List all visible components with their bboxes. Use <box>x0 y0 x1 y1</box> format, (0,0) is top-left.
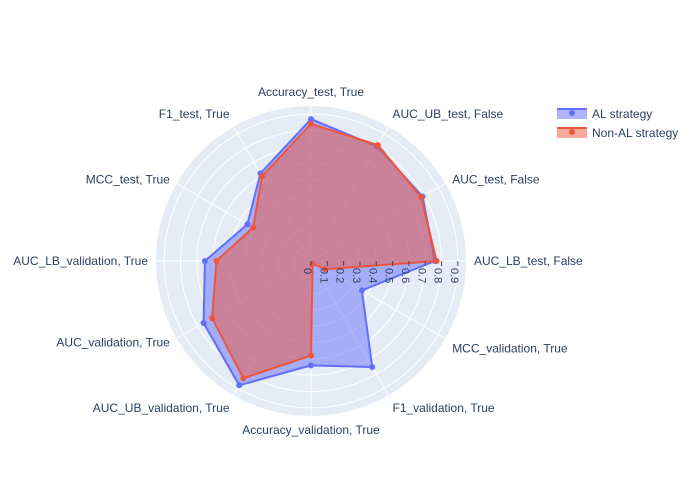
legend-marker <box>569 110 575 116</box>
radial-tick-label: 0.4 <box>366 268 378 283</box>
data-point <box>209 315 216 322</box>
category-label: F1_test, True <box>159 107 230 121</box>
legend: AL strategy Non-AL strategy <box>557 107 678 140</box>
data-point <box>201 258 208 264</box>
data-point <box>250 224 257 231</box>
category-label: AUC_UB_validation, True <box>93 401 230 415</box>
category-label: F1_validation, True <box>393 401 495 415</box>
data-point <box>308 362 314 369</box>
data-point <box>200 320 207 326</box>
radial-tick-label: 0 <box>301 268 313 274</box>
radial-tick-label: 0.7 <box>415 268 427 283</box>
radial-axis: 0 0.1 0.2 0.3 0.4 0.5 0.6 0.7 0.8 0.9 <box>301 261 460 283</box>
data-point <box>369 364 376 370</box>
category-label: AUC_validation, True <box>56 336 170 350</box>
category-label: AUC_LB_test, False <box>474 254 583 268</box>
radial-tick-label: 0.1 <box>317 268 329 283</box>
data-point <box>259 173 266 180</box>
data-point <box>236 382 243 389</box>
data-point <box>433 258 440 264</box>
legend-item[interactable]: AL strategy <box>557 107 652 121</box>
data-point <box>213 258 220 264</box>
legend-marker <box>569 129 575 135</box>
legend-item[interactable]: Non-AL strategy <box>557 126 678 140</box>
category-label: Accuracy_test, True <box>258 85 364 99</box>
data-point <box>308 120 314 127</box>
legend-label: Non-AL strategy <box>592 126 678 140</box>
data-point <box>308 352 314 359</box>
category-label: Accuracy_validation, True <box>242 423 380 437</box>
data-point <box>244 221 251 228</box>
radial-tick-label: 0.8 <box>432 268 444 283</box>
data-point <box>240 375 247 382</box>
data-point <box>322 266 329 273</box>
category-label: AUC_LB_validation, True <box>13 254 148 268</box>
category-label: MCC_validation, True <box>452 342 568 356</box>
category-label: AUC_test, False <box>452 173 540 187</box>
series-non-al-strategy <box>209 120 440 382</box>
data-point <box>308 116 314 123</box>
radial-tick-label: 0.6 <box>399 268 411 283</box>
radial-tick-label: 0.5 <box>383 268 395 283</box>
data-point <box>418 194 425 201</box>
legend-label: AL strategy <box>592 107 652 121</box>
radial-tick-label: 0.3 <box>350 268 362 283</box>
data-point <box>374 142 381 149</box>
radial-tick-label: 0.9 <box>448 268 460 283</box>
radial-tick-label: 0.2 <box>334 268 346 283</box>
category-label: MCC_test, True <box>86 173 170 187</box>
category-label: AUC_UB_test, False <box>393 107 504 121</box>
data-point <box>358 287 365 294</box>
